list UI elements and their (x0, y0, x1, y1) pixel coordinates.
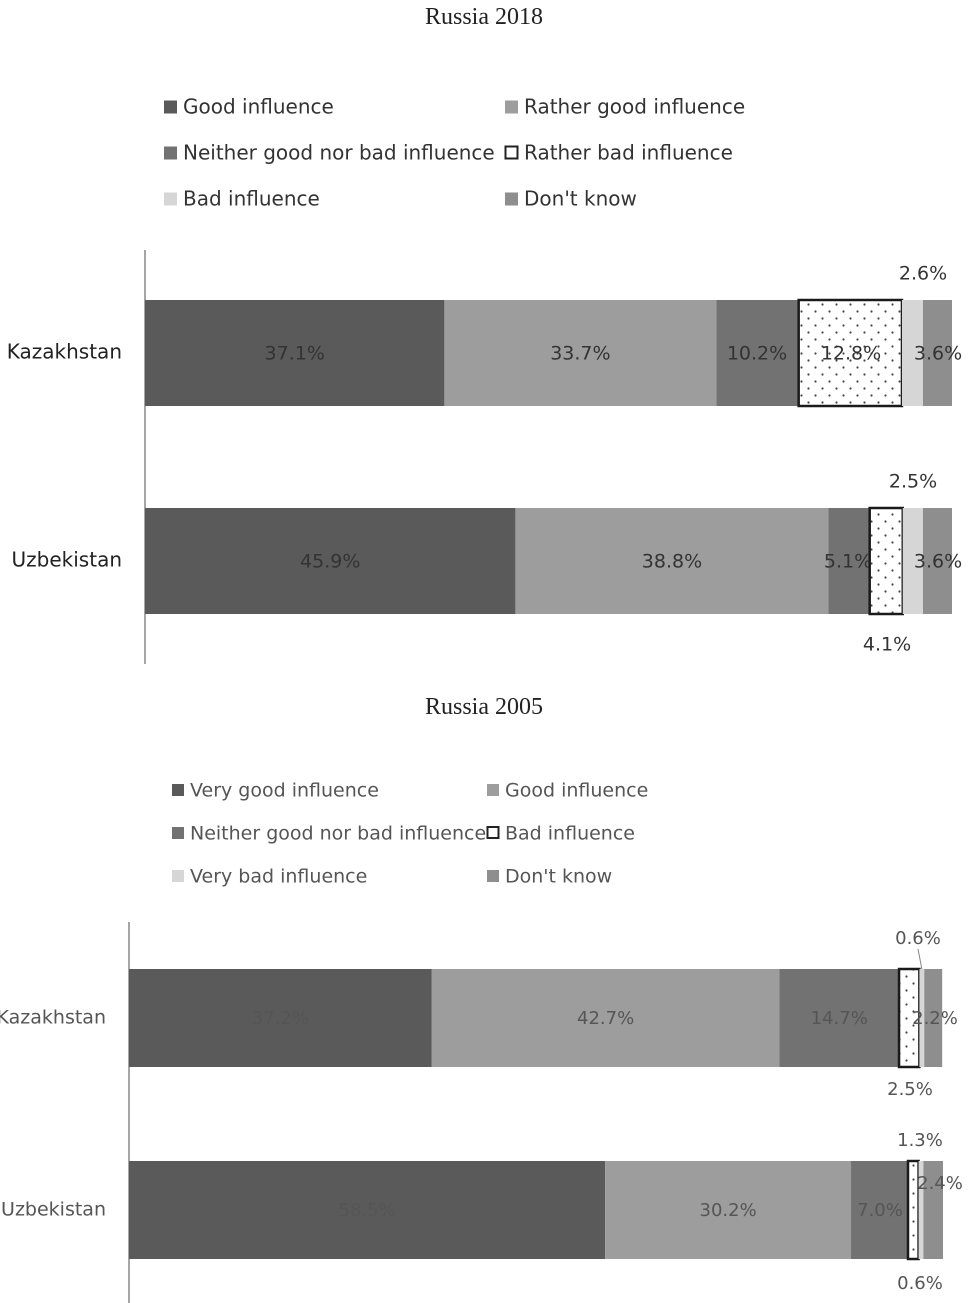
bar-segment-2018 (922, 300, 952, 406)
legend-label-2005: Don't know (505, 866, 612, 888)
legend-label-2005: Very bad influence (190, 866, 367, 888)
data-label-2005: 0.6% (895, 928, 941, 949)
bar-segment-2005 (924, 969, 943, 1067)
data-label-2005: 30.2% (700, 1200, 757, 1221)
data-label-2018: 33.7% (550, 343, 610, 365)
data-label-2018: 3.6% (914, 343, 962, 365)
legend-label-2018: Good influence (183, 95, 334, 119)
data-label-2005: 42.7% (577, 1008, 634, 1029)
data-label-leader-2005 (917, 948, 923, 970)
data-label-2018: 10.2% (727, 343, 787, 365)
legend-swatch-2018 (505, 100, 518, 114)
data-label-2005: 37.2% (252, 1008, 309, 1029)
chart-title-2005: Russia 2005 (424, 694, 543, 720)
legend-swatch-2018 (164, 192, 177, 206)
category-label-2005: Kazakhstan (0, 1007, 106, 1029)
legend-label-2005: Bad influence (505, 823, 635, 845)
legend-swatch-2005 (172, 784, 184, 796)
data-label-2018: 4.1% (863, 634, 911, 656)
legend-swatch-2018 (505, 192, 518, 206)
legend-swatch-2005 (487, 784, 499, 796)
data-label-2018: 3.6% (914, 551, 962, 573)
legend-label-2018: Bad influence (183, 187, 320, 211)
data-label-2018: 38.8% (642, 551, 702, 573)
legend-label-2018: Rather good influence (524, 95, 745, 119)
bar-segment-2005 (129, 1161, 606, 1259)
legend-swatch-2018 (164, 146, 177, 160)
bar-segment-2018 (922, 508, 952, 614)
legend-label-2005: Neither good nor bad influence (190, 823, 486, 845)
bar-segment-2018 (868, 506, 905, 616)
category-label-2018: Uzbekistan (12, 548, 122, 572)
legend-swatch-2018 (504, 145, 519, 160)
data-label-2005: 2.2% (912, 1008, 958, 1029)
bar-segment-2005 (129, 969, 432, 1067)
category-label-2018: Kazakhstan (7, 340, 122, 364)
bar-segment-2018 (444, 300, 717, 406)
data-label-2018: 37.1% (265, 343, 325, 365)
bar-segment-2018 (902, 508, 923, 614)
bar-segment-2005 (605, 1161, 852, 1259)
data-label-2018: 45.9% (300, 551, 360, 573)
legend-swatch-2005 (172, 827, 184, 839)
legend-label-2005: Very good influence (190, 780, 379, 802)
bar-segment-2018 (145, 300, 445, 406)
data-label-2005: 14.7% (811, 1008, 868, 1029)
data-label-2018: 5.1% (824, 551, 872, 573)
data-label-2018: 2.6% (899, 263, 947, 285)
legend-label-2018: Don't know (524, 187, 637, 211)
bar-segment-2005 (919, 969, 925, 1067)
bar-segment-2018 (797, 298, 904, 408)
data-label-2005: 7.0% (857, 1200, 903, 1221)
category-label-2005: Uzbekistan (1, 1199, 106, 1221)
data-label-2018: 12.8% (821, 343, 881, 365)
legend-label-2018: Neither good nor bad influence (183, 141, 495, 165)
legend-swatch-2005 (486, 826, 500, 839)
bar-segment-2005 (851, 1161, 908, 1259)
chart-title-2018: Russia 2018 (424, 4, 543, 30)
data-label-2005: 1.3% (897, 1130, 943, 1151)
bar-segment-2005 (923, 1161, 943, 1259)
data-label-2005: 2.4% (917, 1173, 963, 1194)
legend-label-2005: Good influence (505, 780, 648, 802)
data-label-2018: 2.5% (889, 471, 937, 493)
data-label-2005: 0.6% (897, 1273, 943, 1294)
bar-segment-2005 (431, 969, 780, 1067)
bar-segment-2018 (901, 300, 923, 406)
bar-segment-2018 (716, 300, 799, 406)
data-label-2005: 58.5% (339, 1200, 396, 1221)
bar-segment-2005 (906, 1159, 920, 1261)
legend-swatch-2005 (487, 870, 499, 882)
bar-segment-2005 (918, 1161, 924, 1259)
bar-segment-2005 (779, 969, 900, 1067)
bar-segment-2018 (828, 508, 870, 614)
legend-swatch-2018 (164, 100, 177, 114)
bar-segment-2018 (515, 508, 829, 614)
bar-segment-2018 (145, 508, 516, 614)
data-label-2005: 2.5% (887, 1079, 933, 1100)
legend-swatch-2005 (172, 870, 184, 882)
legend-label-2018: Rather bad influence (524, 141, 733, 165)
